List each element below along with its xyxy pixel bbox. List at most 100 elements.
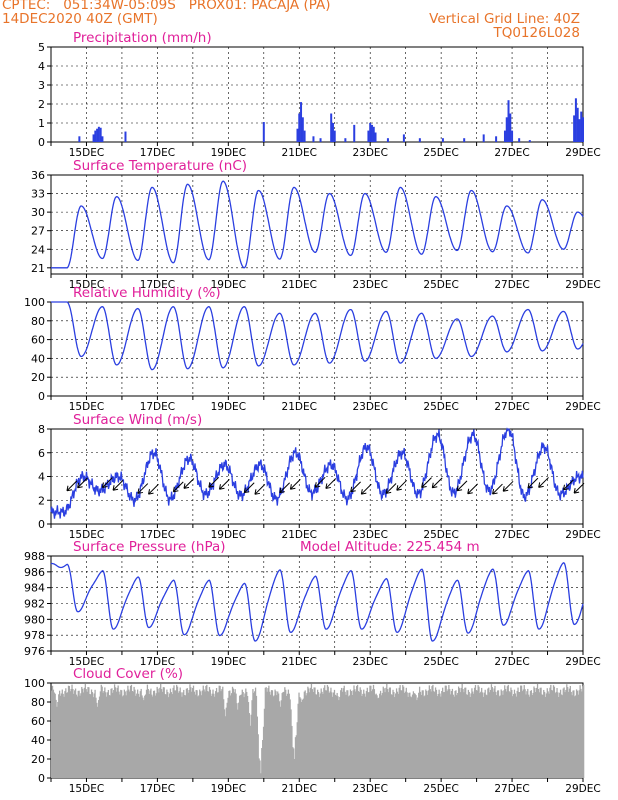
cloud-bar <box>406 692 408 778</box>
cloud-bar <box>539 687 541 778</box>
cloud-bar <box>387 692 390 778</box>
cloud-bar <box>134 689 136 778</box>
cloud-bar <box>489 692 491 778</box>
x-tick-label: 25DEC <box>423 147 458 159</box>
cloud-bar <box>459 692 462 778</box>
wind-arrow-shaft <box>360 483 372 495</box>
cloud-bar <box>90 689 93 778</box>
cloud-bar <box>342 688 344 778</box>
cloud-bar <box>108 695 110 778</box>
x-tick-label: 15DEC <box>69 656 104 668</box>
cloud-bar <box>405 687 407 778</box>
cloud-bar <box>512 696 514 778</box>
cloud-bar <box>435 689 438 778</box>
cloud-bar <box>105 692 107 778</box>
cloud-bar <box>220 691 222 778</box>
cloud-bar <box>575 695 577 778</box>
wind-arrow-shaft <box>573 482 585 494</box>
cloud-bar <box>60 693 63 778</box>
cloud-bar <box>152 696 154 778</box>
wind-arrow-head <box>350 486 353 492</box>
wind-arrow <box>314 476 326 488</box>
cloud-bar <box>324 685 326 778</box>
cloud-bar <box>439 693 441 778</box>
wind-arrow-shaft <box>325 478 337 489</box>
cloud-bar <box>355 691 357 778</box>
cloud-bar <box>55 699 57 778</box>
wind-arrow <box>538 477 549 488</box>
cloud-bar <box>465 694 468 778</box>
y-tick-label: 0 <box>38 136 45 149</box>
wind-arrow-shaft <box>396 479 408 491</box>
cloud-bar <box>275 691 277 778</box>
cloud-bar <box>100 684 102 778</box>
cloud-bar <box>188 690 190 778</box>
cloud-bar <box>205 685 207 778</box>
wind-arrow-head <box>279 487 282 493</box>
cloud-bar <box>191 687 194 778</box>
cloud-bar <box>570 691 572 778</box>
wind-arrow-head <box>172 486 175 492</box>
y-tick-label: 2 <box>38 494 45 507</box>
cloud-bar <box>543 691 546 778</box>
cloud-bar <box>301 702 303 778</box>
cloud-bar <box>531 695 533 778</box>
cloud-bar <box>365 691 368 778</box>
cloud-bar <box>148 693 150 778</box>
cloud-bar <box>437 693 439 778</box>
cloud-bar <box>133 686 135 778</box>
cloud-bar <box>386 683 388 778</box>
cloud-bar <box>457 692 459 778</box>
header-date-line: 14DEC2020 40Z (GMT) <box>2 11 158 27</box>
cloud-bar <box>199 689 201 778</box>
header-grid-note: Vertical Grid Line: 40Z <box>429 11 580 27</box>
wind-arrow-shaft <box>254 484 266 495</box>
cloud-bar <box>427 690 430 778</box>
cloud-bar <box>431 686 433 778</box>
cloud-bar <box>62 693 64 778</box>
cloud-bar <box>196 690 198 778</box>
cloud-bar <box>578 690 580 778</box>
cloud-bar <box>335 695 337 778</box>
cloud-bar <box>95 697 97 778</box>
y-tick-label: 976 <box>24 645 45 658</box>
x-tick-label: 21DEC <box>282 783 317 795</box>
cloud-bar <box>554 693 556 778</box>
cloud-bar <box>524 689 526 778</box>
cloud-bar <box>527 688 529 778</box>
cloud-bar <box>581 691 583 778</box>
cloud-bar <box>195 689 197 778</box>
cloud-bar <box>451 688 454 778</box>
cloud-bar <box>537 689 540 778</box>
cloud-bar <box>574 696 576 778</box>
wind-arrow-head <box>431 482 434 488</box>
cloud-bar <box>207 691 210 778</box>
cloud-bar <box>57 701 59 778</box>
cloud-bar <box>502 694 504 778</box>
cloud-bar <box>330 687 332 778</box>
cloud-bar <box>70 688 72 778</box>
precip-bar <box>333 130 336 142</box>
wind-arrow-head <box>421 482 424 488</box>
cloud-bar <box>418 686 421 778</box>
wind-arrow-head <box>148 492 154 495</box>
cloud-bar <box>384 692 386 778</box>
cloud-bar <box>184 695 187 778</box>
wind-arrow <box>396 479 408 491</box>
cloud-bar <box>294 737 297 778</box>
cloud-bar <box>350 691 352 778</box>
cloud-bar <box>149 690 151 778</box>
cloud-bar <box>353 685 355 778</box>
cloud-bar <box>492 691 494 778</box>
precip-bar <box>576 107 579 142</box>
wind-arrow-head <box>456 489 463 492</box>
cloud-bar <box>583 684 585 778</box>
cloud-bar <box>444 685 446 778</box>
cloud-bar <box>137 693 140 778</box>
cloud-bar <box>254 687 257 778</box>
cloud-bar <box>107 689 110 778</box>
wind-arrow <box>360 483 372 495</box>
cloud-bar <box>489 689 492 778</box>
cloud-bar <box>241 689 243 778</box>
wind-arrow-shaft <box>173 481 184 493</box>
